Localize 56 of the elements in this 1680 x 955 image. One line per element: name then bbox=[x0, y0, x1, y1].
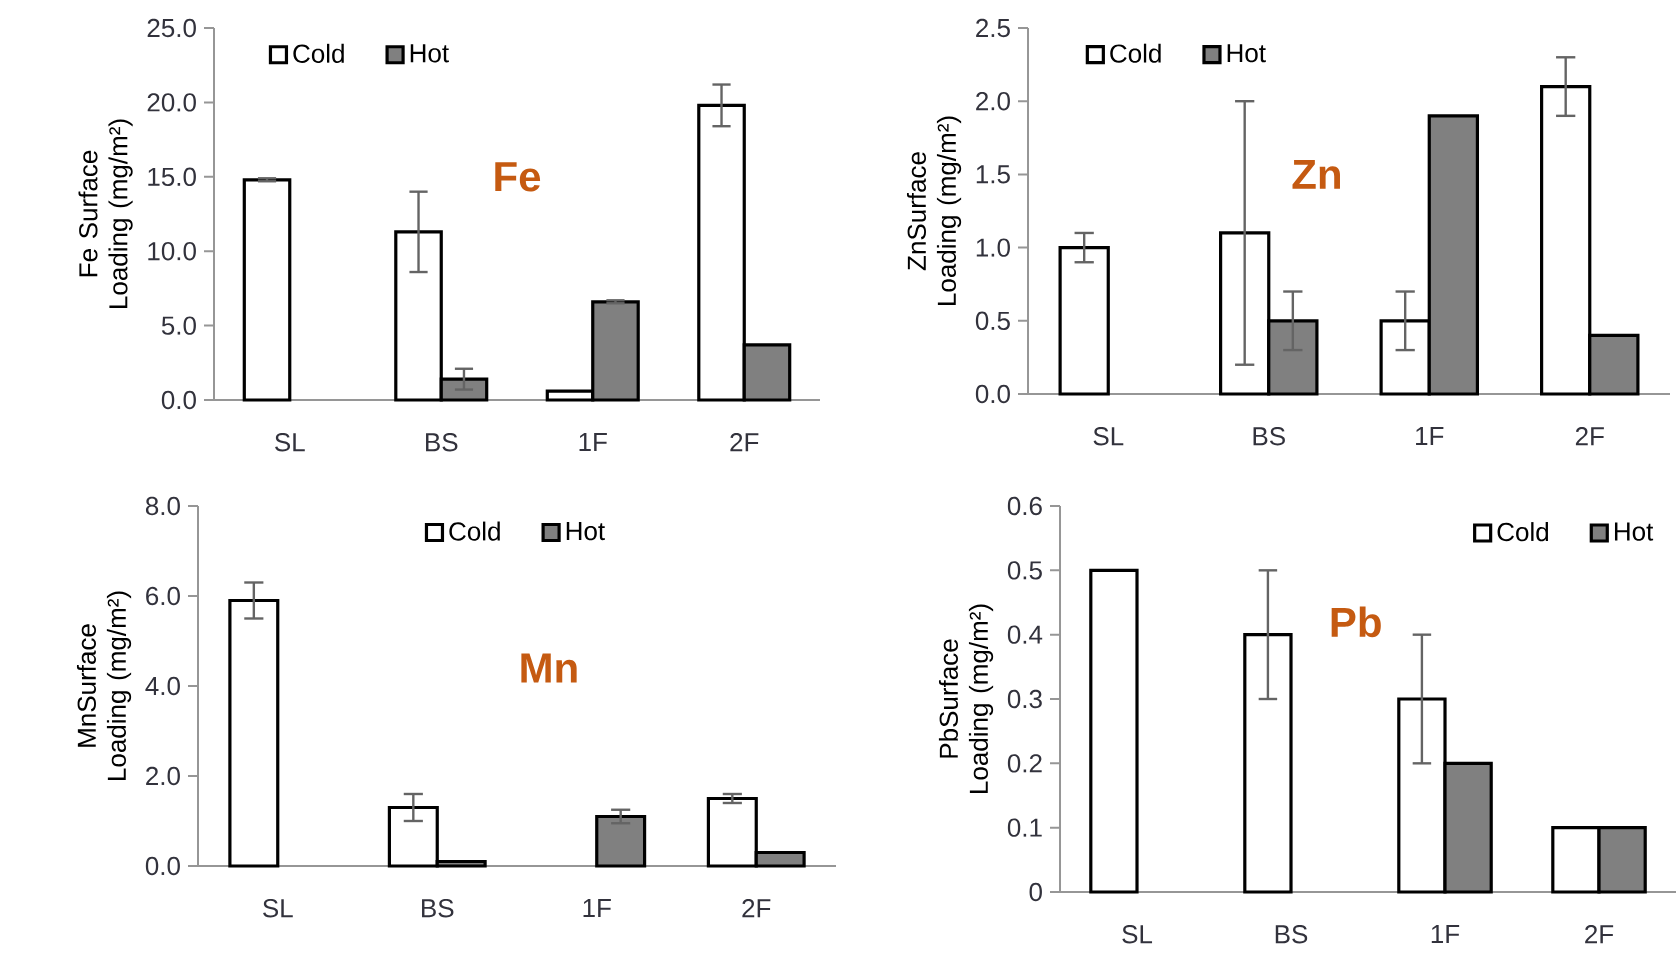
x-tick-label: 2F bbox=[730, 433, 759, 452]
legend-label: Hot bbox=[410, 44, 449, 63]
y-tick-label: 0.0 bbox=[161, 390, 196, 410]
annotation: Mn bbox=[521, 653, 577, 683]
y-tick-label: 2.0 bbox=[146, 766, 180, 786]
y-axis-title: Fe Surface Loading (mg/m²) bbox=[78, 119, 133, 308]
legend-label: Hot bbox=[1614, 522, 1654, 541]
y-tick-label: 4.0 bbox=[145, 676, 180, 696]
y-tick-label: 0.4 bbox=[1007, 625, 1043, 644]
y-tick-label: 0.0 bbox=[975, 384, 1010, 404]
y-tick-label: 8.0 bbox=[145, 496, 180, 516]
legend-label: Hot bbox=[1227, 44, 1266, 63]
x-tick-label: BS bbox=[1253, 427, 1285, 446]
x-tick-label: SL bbox=[263, 899, 293, 918]
legend-label: Cold bbox=[1110, 43, 1161, 63]
x-tick-label: BS bbox=[422, 899, 454, 918]
x-tick-label: 1F bbox=[1431, 925, 1460, 943]
y-tick-label: 0.5 bbox=[1007, 561, 1042, 580]
legend-label: Cold bbox=[449, 521, 500, 541]
x-tick-label: SL bbox=[1093, 427, 1124, 446]
x-tick-label: 2F bbox=[742, 899, 771, 918]
y-tick-label: 0.5 bbox=[975, 311, 1010, 330]
y-tick-label: 15.0 bbox=[148, 167, 196, 186]
x-tick-label: SL bbox=[1122, 925, 1153, 944]
legend-label: Cold bbox=[1497, 522, 1549, 542]
y-tick-label: 0.3 bbox=[1007, 689, 1042, 709]
legend-label: Hot bbox=[566, 522, 605, 541]
x-tick-label: 1F bbox=[1416, 427, 1444, 445]
y-tick-label: 10.0 bbox=[148, 242, 196, 261]
y-axis-title: MnSurface Loading (mg/m²) bbox=[76, 591, 132, 780]
y-tick-label: 20.0 bbox=[147, 93, 196, 112]
y-tick-label: 1.0 bbox=[976, 238, 1010, 257]
y-axis-title: PbSurface Loading (mg/m²) bbox=[938, 604, 994, 793]
y-tick-label: 6.0 bbox=[146, 586, 180, 606]
x-tick-label: 2F bbox=[1575, 427, 1604, 446]
y-tick-label: 5.0 bbox=[161, 316, 196, 335]
x-tick-label: BS bbox=[426, 433, 458, 452]
x-tick-label: 1F bbox=[579, 433, 607, 451]
x-tick-label: 2F bbox=[1585, 925, 1614, 944]
y-tick-label: 0.6 bbox=[1007, 496, 1042, 516]
y-tick-label: 0.0 bbox=[145, 856, 180, 876]
y-tick-label: 1.5 bbox=[976, 165, 1010, 184]
y-tick-label: 0.1 bbox=[1007, 818, 1042, 837]
y-tick-label: 2.0 bbox=[976, 92, 1010, 111]
y-axis-title: ZnSurface Loading (mg/m²) bbox=[906, 116, 962, 305]
y-tick-label: 25.0 bbox=[147, 18, 196, 38]
legend-label: Cold bbox=[293, 43, 344, 63]
y-tick-label: 0 bbox=[1029, 882, 1042, 902]
x-tick-label: BS bbox=[1275, 925, 1308, 944]
annotation: Fe bbox=[495, 162, 541, 192]
x-tick-label: 1F bbox=[583, 899, 611, 917]
annotation: Zn bbox=[1292, 159, 1340, 189]
y-tick-label: 2.5 bbox=[976, 18, 1010, 38]
x-tick-label: SL bbox=[275, 433, 305, 452]
annotation: Pb bbox=[1331, 606, 1381, 638]
y-tick-label: 0.2 bbox=[1007, 754, 1042, 773]
